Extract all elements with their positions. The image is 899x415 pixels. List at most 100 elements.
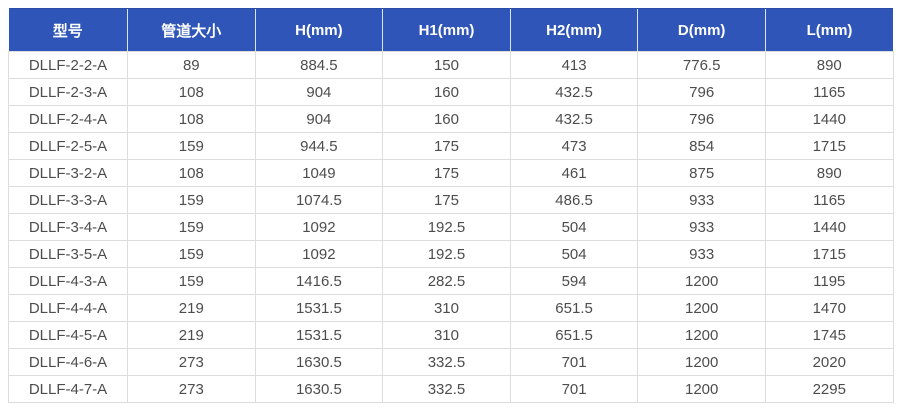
value-cell: 504 [509, 213, 639, 241]
value-cell: 159 [127, 267, 256, 295]
value-cell: 108 [127, 159, 256, 187]
table-row: DLLF-2-3-A 108 904 160 432.5 796 1165 [8, 78, 894, 106]
value-cell: 1531.5 [254, 321, 384, 349]
value-cell: 332.5 [382, 348, 511, 376]
value-cell: 875 [637, 159, 766, 187]
value-cell: 160 [382, 78, 511, 106]
model-cell: DLLF-2-2-A [8, 51, 128, 79]
model-cell: DLLF-4-6-A [8, 348, 128, 376]
model-cell: DLLF-4-4-A [8, 294, 128, 322]
value-cell: 1630.5 [254, 375, 384, 403]
value-cell: 150 [382, 51, 511, 79]
spec-table-body: DLLF-2-2-A 89 884.5 150 413 776.5 890 DLLF-2-3-… [8, 51, 894, 403]
value-cell: 282.5 [382, 267, 511, 295]
table-row: DLLF-3-4-A 159 1092 192.5 504 933 1440 [8, 213, 894, 241]
value-cell: 1200 [637, 321, 766, 349]
value-cell: 1440 [764, 105, 894, 133]
value-cell: 219 [127, 294, 256, 322]
model-cell: DLLF-2-3-A [8, 78, 128, 106]
model-cell: DLLF-3-2-A [8, 159, 128, 187]
value-cell: 933 [637, 240, 766, 268]
column-header: H1(mm) [382, 8, 511, 52]
value-cell: 332.5 [382, 375, 511, 403]
value-cell: 1195 [764, 267, 894, 295]
value-cell: 1715 [764, 240, 894, 268]
value-cell: 89 [127, 51, 256, 79]
value-cell: 159 [127, 240, 256, 268]
column-header: H2(mm) [509, 8, 638, 52]
table-row: DLLF-3-5-A 159 1092 192.5 504 933 1715 [8, 240, 894, 268]
value-cell: 1745 [764, 321, 894, 349]
value-cell: 159 [127, 213, 256, 241]
value-cell: 796 [637, 78, 766, 106]
value-cell: 1630.5 [254, 348, 384, 376]
value-cell: 933 [637, 213, 766, 241]
value-cell: 1531.5 [254, 294, 384, 322]
model-cell: DLLF-4-3-A [8, 267, 128, 295]
value-cell: 175 [382, 132, 511, 160]
table-row: DLLF-3-3-A 159 1074.5 175 486.5 933 1165 [8, 186, 894, 214]
model-cell: DLLF-4-7-A [8, 375, 128, 403]
model-cell: DLLF-2-5-A [8, 132, 128, 160]
value-cell: 413 [509, 51, 639, 79]
table-row: DLLF-2-5-A 159 944.5 175 473 854 1715 [8, 132, 894, 160]
column-header: D(mm) [637, 8, 766, 52]
value-cell: 432.5 [509, 105, 639, 133]
value-cell: 310 [382, 294, 511, 322]
value-cell: 175 [382, 186, 511, 214]
value-cell: 159 [127, 132, 256, 160]
column-header: H(mm) [254, 8, 383, 52]
value-cell: 175 [382, 159, 511, 187]
value-cell: 890 [764, 159, 894, 187]
model-cell: DLLF-4-5-A [8, 321, 128, 349]
value-cell: 796 [637, 105, 766, 133]
value-cell: 273 [127, 375, 256, 403]
value-cell: 854 [637, 132, 766, 160]
value-cell: 273 [127, 348, 256, 376]
spec-table-header: 型号 管道大小 H(mm) H1(mm) H2(mm) D(mm) L(mm) [8, 8, 894, 52]
value-cell: 1200 [637, 267, 766, 295]
value-cell: 944.5 [254, 132, 384, 160]
value-cell: 486.5 [509, 186, 639, 214]
value-cell: 1200 [637, 294, 766, 322]
value-cell: 2020 [764, 348, 894, 376]
table-row: DLLF-4-4-A 219 1531.5 310 651.5 1200 1470 [8, 294, 894, 322]
model-cell: DLLF-3-5-A [8, 240, 128, 268]
value-cell: 1165 [764, 186, 894, 214]
value-cell: 1165 [764, 78, 894, 106]
value-cell: 473 [509, 132, 639, 160]
column-header: 型号 [8, 8, 128, 52]
value-cell: 2295 [764, 375, 894, 403]
value-cell: 701 [509, 348, 639, 376]
table-row: DLLF-2-2-A 89 884.5 150 413 776.5 890 [8, 51, 894, 79]
value-cell: 461 [509, 159, 639, 187]
model-cell: DLLF-3-3-A [8, 186, 128, 214]
header-row: 型号 管道大小 H(mm) H1(mm) H2(mm) D(mm) L(mm) [8, 8, 894, 52]
value-cell: 1200 [637, 348, 766, 376]
value-cell: 1200 [637, 375, 766, 403]
value-cell: 1416.5 [254, 267, 384, 295]
column-header: L(mm) [764, 8, 894, 52]
column-header: 管道大小 [127, 8, 256, 52]
value-cell: 651.5 [509, 321, 639, 349]
value-cell: 1715 [764, 132, 894, 160]
value-cell: 160 [382, 105, 511, 133]
value-cell: 310 [382, 321, 511, 349]
value-cell: 1074.5 [254, 186, 384, 214]
value-cell: 192.5 [382, 213, 511, 241]
value-cell: 1092 [254, 240, 384, 268]
value-cell: 108 [127, 105, 256, 133]
value-cell: 504 [509, 240, 639, 268]
value-cell: 1470 [764, 294, 894, 322]
value-cell: 701 [509, 375, 639, 403]
value-cell: 192.5 [382, 240, 511, 268]
table-row: DLLF-4-3-A 159 1416.5 282.5 594 1200 1195 [8, 267, 894, 295]
value-cell: 904 [254, 105, 384, 133]
value-cell: 219 [127, 321, 256, 349]
table-row: DLLF-4-5-A 219 1531.5 310 651.5 1200 1745 [8, 321, 894, 349]
value-cell: 1092 [254, 213, 384, 241]
value-cell: 1049 [254, 159, 384, 187]
spec-table: 型号 管道大小 H(mm) H1(mm) H2(mm) D(mm) L(mm) DLLF-2… [8, 8, 894, 403]
value-cell: 1440 [764, 213, 894, 241]
